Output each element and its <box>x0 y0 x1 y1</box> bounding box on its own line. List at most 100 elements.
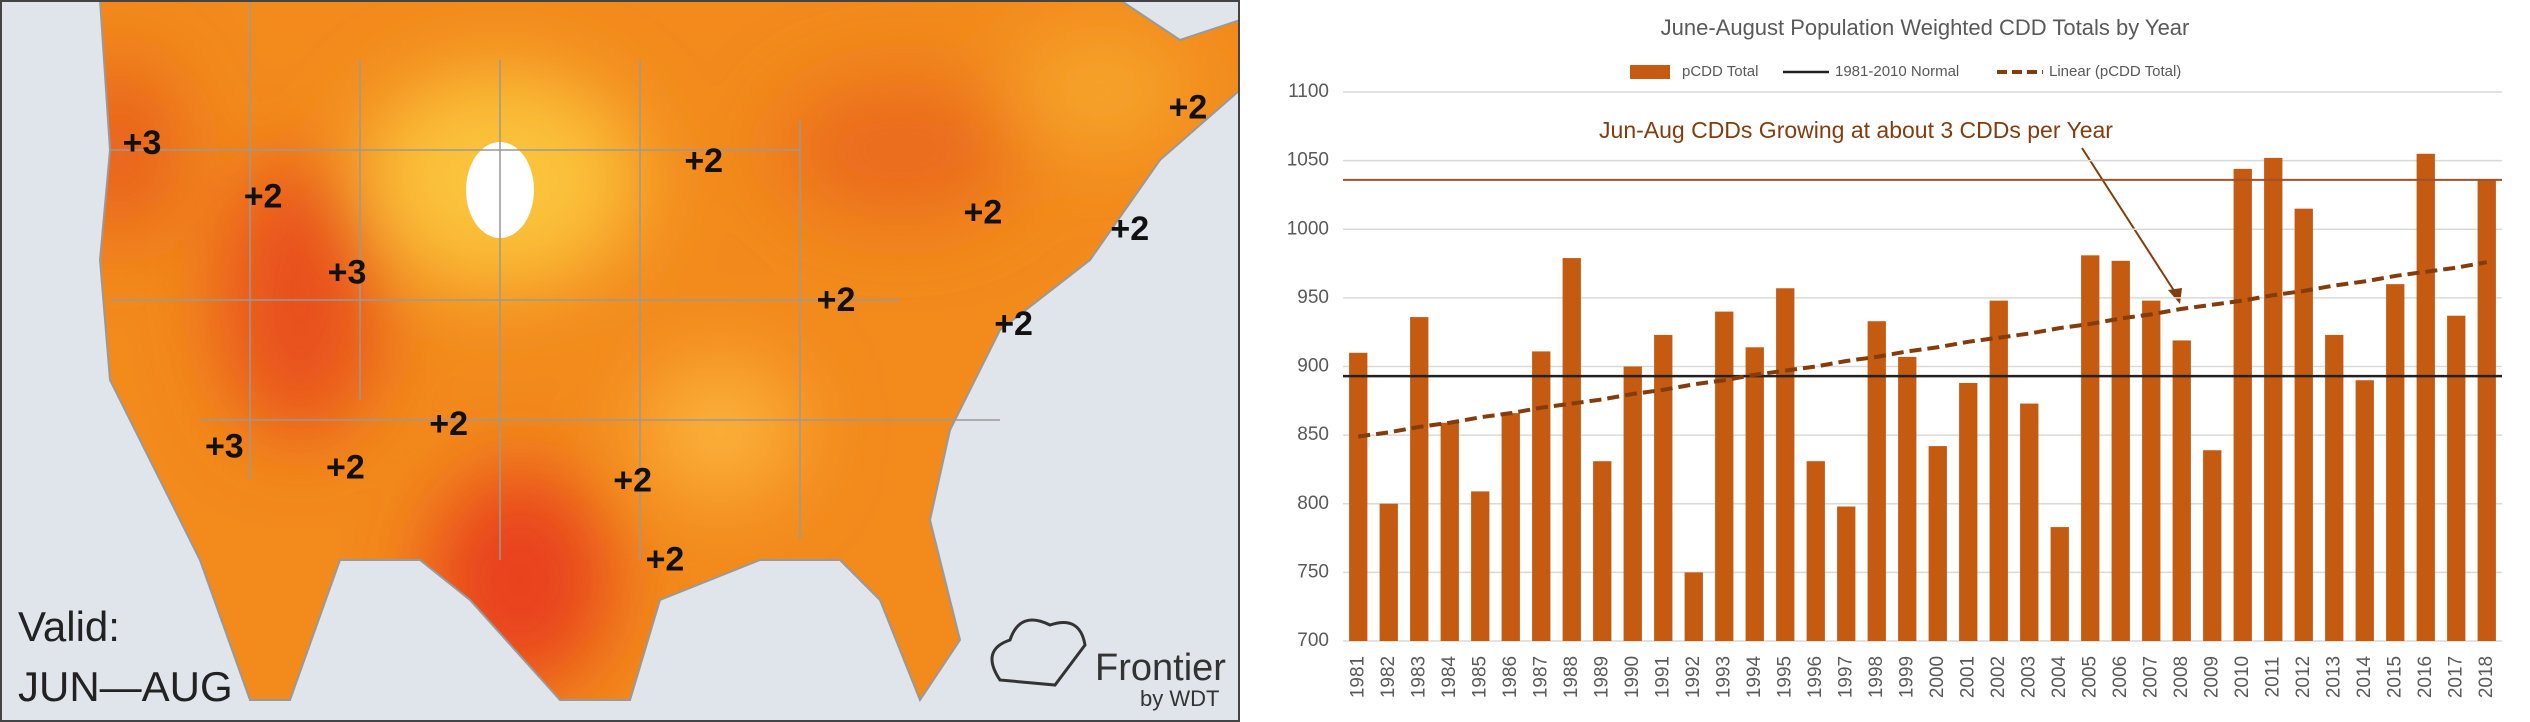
x-tick-label: 2009 <box>2201 656 2222 698</box>
bar <box>2142 300 2161 641</box>
x-tick-label: 1984 <box>1439 655 1460 698</box>
bar <box>1837 506 1856 641</box>
map-label: +3 <box>123 124 162 162</box>
map-label: +2 <box>817 281 856 319</box>
bar <box>1379 503 1398 641</box>
x-tick-label: 2002 <box>1988 656 2009 698</box>
x-tick-label: 2001 <box>1957 656 1978 698</box>
x-tick-label: 1995 <box>1774 656 1795 698</box>
y-tick-label: 1000 <box>1287 218 1329 239</box>
x-tick-label: 1981 <box>1347 656 1368 698</box>
bar <box>2477 179 2496 641</box>
map-label: +2 <box>684 142 723 180</box>
map-label: +3 <box>205 428 244 466</box>
bar <box>2264 157 2283 641</box>
legend-label: pCDD Total <box>1682 63 1758 80</box>
state-lines <box>110 0 1000 560</box>
arrow-head <box>2168 288 2182 304</box>
x-tick-label: 1999 <box>1896 656 1917 698</box>
map-label: +2 <box>646 541 685 579</box>
x-tick-label: 1993 <box>1713 656 1734 698</box>
bar <box>1440 422 1459 641</box>
map: Valid: JUN—AUG Frontier by WDT +3 +2 +3 +2 +… <box>0 0 1240 722</box>
bar <box>2203 450 2222 641</box>
x-tick-label: 2004 <box>2049 655 2070 698</box>
y-tick-label: 750 <box>1297 561 1329 582</box>
bar <box>1959 382 1978 641</box>
brand-sub: by WDT <box>1140 686 1219 711</box>
x-tick-label: 1988 <box>1561 656 1582 698</box>
y-tick-label: 1100 <box>1288 81 1329 102</box>
x-tick-label: 2017 <box>2445 656 2466 698</box>
x-tick-label: 2000 <box>1927 656 1948 698</box>
x-tick-label: 1992 <box>1683 656 1704 698</box>
bar <box>2355 380 2374 641</box>
bar <box>1349 352 1368 641</box>
x-tick-label: 2018 <box>2476 656 2497 698</box>
bar <box>2111 260 2130 641</box>
x-tick-label: 2007 <box>2140 656 2161 698</box>
bar <box>1928 446 1947 641</box>
bar <box>1471 491 1490 641</box>
map-label: +2 <box>613 462 652 500</box>
bar <box>2020 403 2039 641</box>
bar <box>1562 258 1581 641</box>
x-tick-label: 2010 <box>2232 656 2253 698</box>
y-tick-label: 950 <box>1297 287 1329 308</box>
bar <box>1989 300 2008 641</box>
map-label: +3 <box>328 253 367 291</box>
x-tick-label: 1989 <box>1591 656 1612 698</box>
bar <box>1776 288 1795 641</box>
logo: Frontier by WDT <box>990 618 1226 711</box>
bar <box>2172 340 2191 641</box>
x-tick-label: 2008 <box>2171 656 2192 698</box>
x-tick-label: 1997 <box>1835 656 1856 698</box>
bar <box>2447 315 2466 641</box>
x-tick-label: 1998 <box>1866 656 1887 698</box>
y-tick-label: 1050 <box>1287 150 1329 171</box>
y-tick-label: 700 <box>1297 630 1329 651</box>
x-tick-label: 1982 <box>1378 656 1399 698</box>
x-tick-label: 2015 <box>2384 656 2405 698</box>
map-label: +2 <box>994 305 1033 343</box>
x-tick-label: 2006 <box>2110 656 2131 698</box>
x-tick-label: 2012 <box>2293 656 2314 698</box>
bar <box>2050 527 2069 641</box>
valid-period: JUN—AUG <box>18 663 233 710</box>
valid-label: Valid: <box>18 603 120 650</box>
x-tick-label: 1996 <box>1805 656 1826 698</box>
x-tick-label: 1983 <box>1408 656 1429 698</box>
bar <box>2386 284 2405 641</box>
y-tick-label: 800 <box>1297 493 1329 514</box>
bar <box>1806 461 1825 641</box>
bar <box>2416 153 2435 641</box>
y-tick-label: 850 <box>1297 424 1329 445</box>
map-label: +2 <box>1110 210 1149 248</box>
bar <box>1715 311 1734 641</box>
map-label: +2 <box>429 405 468 443</box>
map-label: +2 <box>964 194 1003 232</box>
bar <box>1593 461 1612 641</box>
x-tick-label: 1994 <box>1744 655 1765 698</box>
bar <box>1745 347 1764 641</box>
bar <box>2233 168 2252 642</box>
chart-title: June-August Population Weighted CDD Tota… <box>1661 15 2190 40</box>
bar <box>1684 572 1703 641</box>
legend-label: Linear (pCDD Total) <box>2049 63 2181 80</box>
x-tick-label: 1990 <box>1622 656 1643 698</box>
x-tick-label: 2014 <box>2354 655 2375 698</box>
y-tick-label: 900 <box>1297 356 1329 377</box>
legend-swatch <box>1630 65 1670 79</box>
bar <box>1654 334 1673 641</box>
x-tick-label: 2013 <box>2323 656 2344 698</box>
x-tick-label: 1985 <box>1469 656 1490 698</box>
bar <box>1898 356 1917 641</box>
x-tick-label: 1991 <box>1652 656 1673 698</box>
bar <box>2081 255 2100 641</box>
x-tick-label: 1986 <box>1500 656 1521 698</box>
map-label: +2 <box>244 178 283 216</box>
annotation-arrow <box>2081 147 2181 301</box>
bar <box>1623 366 1642 641</box>
chart: June-August Population Weighted CDD Tota… <box>1287 15 2502 698</box>
